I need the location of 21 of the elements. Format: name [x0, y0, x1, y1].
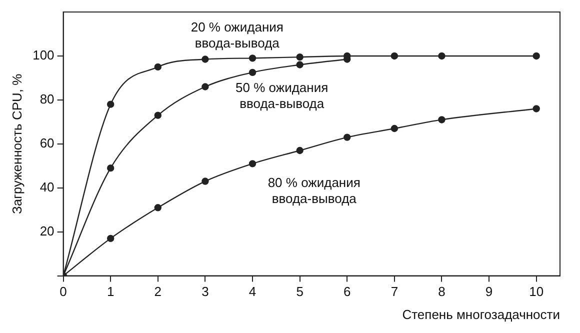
x-tick-label: 9	[485, 284, 493, 300]
x-tick-label: 3	[202, 284, 209, 300]
x-tick-label: 8	[438, 284, 446, 300]
y-tick-label: 60	[40, 135, 54, 150]
y-tick-label: 20	[40, 223, 54, 238]
x-tick-label: 10	[529, 284, 544, 300]
x-tick-label: 1	[106, 284, 114, 300]
y-tick-label: 100	[32, 48, 54, 63]
x-tick-label: 2	[154, 284, 162, 300]
y-tick-label: 40	[40, 179, 54, 194]
x-tick-label: 4	[248, 284, 256, 300]
x-tick-label: 0	[60, 284, 67, 300]
x-tick-label: 7	[390, 284, 398, 300]
x-tick-label: 6	[344, 284, 351, 300]
x-axis-title: Степень многозадачности	[402, 306, 560, 322]
y-tick-label: 80	[40, 92, 54, 107]
x-tick-label: 5	[296, 284, 304, 300]
y-axis-title: Загруженность CPU, %	[9, 73, 24, 214]
annotation: 20 % ожидания ввода-вывода	[190, 19, 284, 50]
annotation: 80 % ожидания ввода-вывода	[268, 174, 360, 206]
annotation: 50 % ожидания ввода-вывода	[236, 80, 328, 111]
